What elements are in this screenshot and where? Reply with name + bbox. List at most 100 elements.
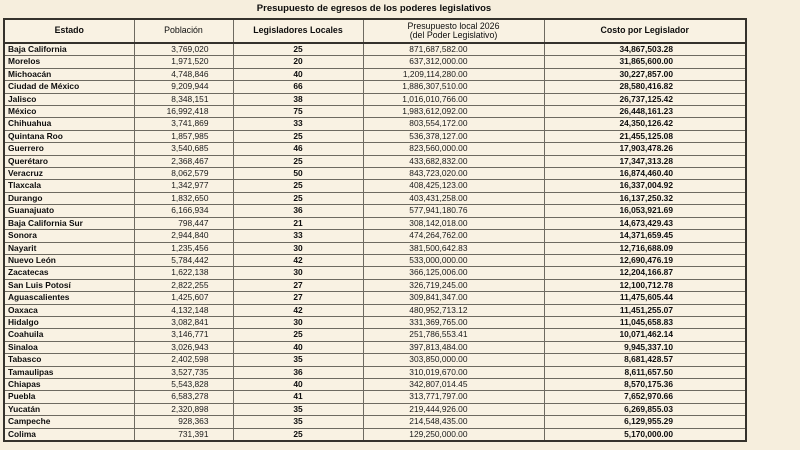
table-row: Campeche 928,363 35 214,548,435.00 6,129,955… bbox=[3, 415, 747, 429]
cell-estado: Morelos bbox=[3, 55, 135, 69]
cell-presupuesto: 219,444,926.00 bbox=[362, 402, 545, 417]
table-row: San Luis Potosí 2,822,255 27 326,719,245.00… bbox=[3, 278, 747, 293]
cell-estado: Puebla bbox=[3, 390, 135, 404]
cell-presupuesto: 843,723,020.00 bbox=[362, 167, 545, 181]
cell-estado: Querétaro bbox=[3, 154, 135, 169]
cell-presupuesto: 433,682,832.00 bbox=[362, 154, 545, 169]
cell-presupuesto: 303,850,000.00 bbox=[362, 353, 545, 367]
cell-poblacion: 3,769,020 bbox=[133, 42, 234, 57]
table-row: Hidalgo 3,082,841 30 331,369,765.00 11,045,6… bbox=[3, 315, 747, 330]
cell-presupuesto: 536,378,127.00 bbox=[362, 129, 545, 144]
budget-table: Estado Población Legisladores Locales Presu… bbox=[3, 18, 747, 442]
cell-legisladores: 25 bbox=[232, 154, 364, 169]
cell-presupuesto: 331,369,765.00 bbox=[362, 315, 545, 330]
table-row: Coahuila 3,146,771 25 251,786,553.41 10,071,… bbox=[3, 328, 747, 342]
cell-poblacion: 2,402,598 bbox=[133, 353, 234, 367]
cell-poblacion: 1,342,977 bbox=[133, 179, 234, 193]
cell-presupuesto: 397,813,484.00 bbox=[362, 340, 545, 355]
cell-estado: Baja California bbox=[3, 42, 135, 57]
cell-legisladores: 36 bbox=[232, 365, 364, 379]
cell-legisladores: 30 bbox=[232, 266, 364, 280]
column-header-poblacion: Población bbox=[133, 18, 234, 44]
cell-poblacion: 3,540,685 bbox=[133, 142, 234, 156]
cell-presupuesto: 474,264,762.00 bbox=[362, 229, 545, 243]
cell-estado: México bbox=[3, 105, 135, 119]
cell-poblacion: 731,391 bbox=[133, 427, 234, 442]
cell-presupuesto: 1,983,612,092.00 bbox=[362, 105, 545, 119]
cell-costo: 8,681,428.57 bbox=[543, 353, 747, 367]
cell-costo: 21,455,125.08 bbox=[543, 129, 747, 144]
cell-estado: Sinaloa bbox=[3, 340, 135, 355]
cell-presupuesto: 871,687,582.00 bbox=[362, 42, 545, 57]
cell-poblacion: 9,209,944 bbox=[133, 80, 234, 94]
cell-costo: 6,129,955.29 bbox=[543, 415, 747, 429]
cell-poblacion: 1,622,138 bbox=[133, 266, 234, 280]
table-row: Oaxaca 4,132,148 42 480,952,713.12 11,451,25… bbox=[3, 303, 747, 317]
table-body: Baja California 3,769,020 25 871,687,582.00… bbox=[3, 42, 747, 442]
cell-poblacion: 928,363 bbox=[133, 415, 234, 429]
cell-poblacion: 1,971,520 bbox=[133, 55, 234, 69]
cell-poblacion: 8,062,579 bbox=[133, 167, 234, 181]
cell-costo: 7,652,970.66 bbox=[543, 390, 747, 404]
cell-costo: 16,053,921.69 bbox=[543, 204, 747, 218]
table-row: Zacatecas 1,622,138 30 366,125,006.00 12,204… bbox=[3, 266, 747, 280]
cell-legisladores: 36 bbox=[232, 204, 364, 218]
table-row: Puebla 6,583,278 41 313,771,797.00 7,652,970… bbox=[3, 390, 747, 404]
cell-poblacion: 798,447 bbox=[133, 216, 234, 231]
cell-presupuesto: 342,807,014.45 bbox=[362, 377, 545, 392]
header-row: Estado Población Legisladores Locales Presu… bbox=[3, 18, 747, 44]
cell-estado: Ciudad de México bbox=[3, 80, 135, 94]
cell-costo: 34,867,503.28 bbox=[543, 42, 747, 57]
cell-legisladores: 33 bbox=[232, 117, 364, 131]
cell-estado: Campeche bbox=[3, 415, 135, 429]
cell-costo: 8,570,175.36 bbox=[543, 377, 747, 392]
column-header-presupuesto: Presupuesto local 2026 (del Poder Legisla… bbox=[362, 18, 545, 44]
table-row: Nayarit 1,235,456 30 381,500,642.83 12,716,6… bbox=[3, 241, 747, 255]
cell-estado: San Luis Potosí bbox=[3, 278, 135, 293]
cell-estado: Nayarit bbox=[3, 241, 135, 255]
cell-costo: 10,071,462.14 bbox=[543, 328, 747, 342]
cell-legisladores: 30 bbox=[232, 315, 364, 330]
cell-costo: 28,580,416.82 bbox=[543, 80, 747, 94]
table-row: Jalisco 8,348,151 38 1,016,010,766.00 26,737… bbox=[3, 92, 747, 107]
cell-estado: Durango bbox=[3, 191, 135, 206]
cell-legisladores: 25 bbox=[232, 191, 364, 206]
cell-estado: Aguascalientes bbox=[3, 291, 135, 305]
cell-legisladores: 25 bbox=[232, 427, 364, 442]
cell-presupuesto: 403,431,258.00 bbox=[362, 191, 545, 206]
cell-estado: Michoacán bbox=[3, 67, 135, 82]
cell-poblacion: 6,166,934 bbox=[133, 204, 234, 218]
cell-estado: Tlaxcala bbox=[3, 179, 135, 193]
cell-legisladores: 30 bbox=[232, 241, 364, 255]
cell-costo: 6,269,855.03 bbox=[543, 402, 747, 417]
cell-legisladores: 33 bbox=[232, 229, 364, 243]
cell-estado: Baja California Sur bbox=[3, 216, 135, 231]
cell-poblacion: 2,944,840 bbox=[133, 229, 234, 243]
cell-costo: 11,451,255.07 bbox=[543, 303, 747, 317]
table-row: Chiapas 5,543,828 40 342,807,014.45 8,570,17… bbox=[3, 377, 747, 392]
cell-estado: Oaxaca bbox=[3, 303, 135, 317]
page-title: Presupuesto de egresos de los poderes le… bbox=[256, 3, 492, 14]
cell-presupuesto: 313,771,797.00 bbox=[362, 390, 545, 404]
cell-legisladores: 75 bbox=[232, 105, 364, 119]
cell-costo: 31,865,600.00 bbox=[543, 55, 747, 69]
cell-estado: Hidalgo bbox=[3, 315, 135, 330]
cell-estado: Jalisco bbox=[3, 92, 135, 107]
table-row: Tamaulipas 3,527,735 36 310,019,670.00 8,611… bbox=[3, 365, 747, 379]
cell-costo: 9,945,337.10 bbox=[543, 340, 747, 355]
cell-legisladores: 42 bbox=[232, 253, 364, 268]
table-row: Colima 731,391 25 129,250,000.00 5,170,000.0… bbox=[3, 427, 747, 442]
cell-costo: 8,611,657.50 bbox=[543, 365, 747, 379]
cell-estado: Guerrero bbox=[3, 142, 135, 156]
cell-presupuesto: 408,425,123.00 bbox=[362, 179, 545, 193]
cell-legisladores: 40 bbox=[232, 340, 364, 355]
cell-legisladores: 27 bbox=[232, 291, 364, 305]
cell-poblacion: 1,857,985 bbox=[133, 129, 234, 144]
column-header-legisladores: Legisladores Locales bbox=[232, 18, 364, 44]
cell-estado: Chihuahua bbox=[3, 117, 135, 131]
cell-poblacion: 2,368,467 bbox=[133, 154, 234, 169]
cell-costo: 12,690,476.19 bbox=[543, 253, 747, 268]
cell-costo: 11,045,658.83 bbox=[543, 315, 747, 330]
cell-presupuesto: 381,500,642.83 bbox=[362, 241, 545, 255]
table-row: Ciudad de México 9,209,944 66 1,886,307,510… bbox=[3, 80, 747, 94]
